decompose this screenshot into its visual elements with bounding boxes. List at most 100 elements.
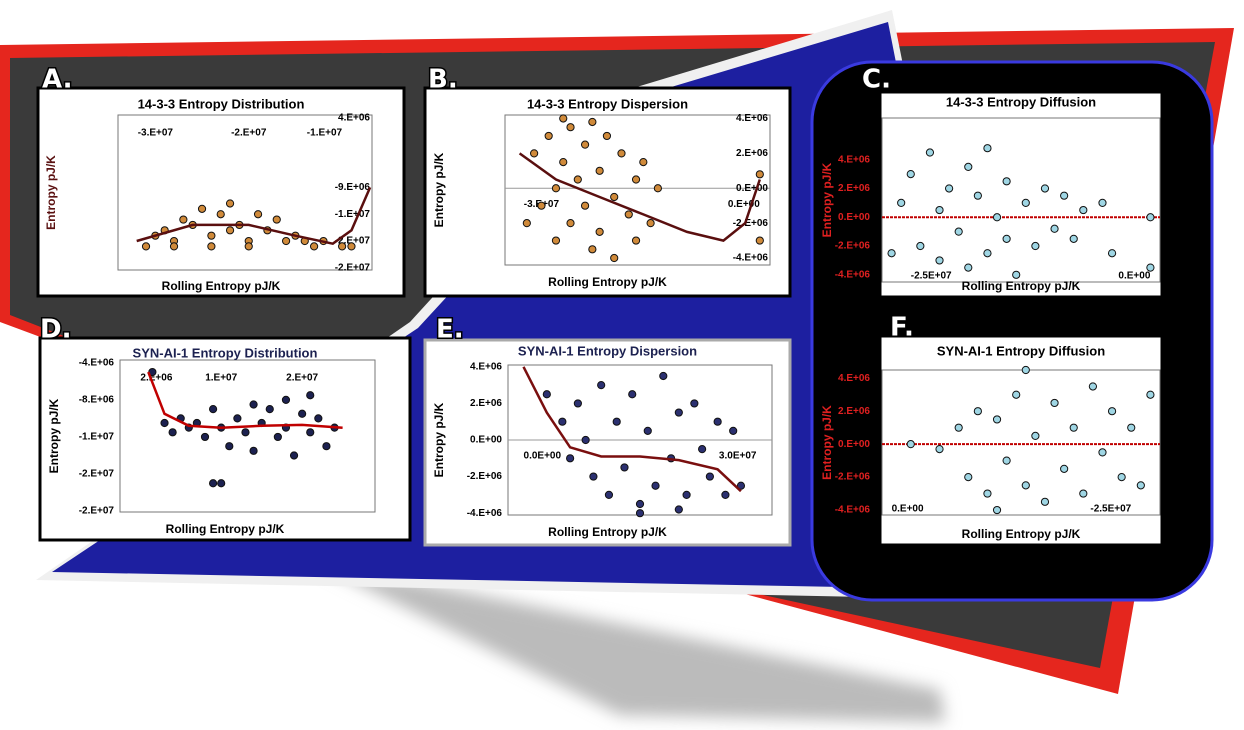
x-tick-label: -2.5E+07 — [1090, 504, 1131, 515]
y-tick-label: 0.E+00 — [838, 212, 870, 223]
point — [691, 400, 698, 407]
chart-title: 14-3-3 Entropy Diffusion — [946, 94, 1096, 109]
y-axis-label: Entropy pJ/K — [432, 402, 446, 477]
x-tick-label: 2.E+07 — [286, 373, 318, 384]
point — [543, 391, 550, 398]
point — [984, 490, 991, 497]
point — [250, 401, 257, 408]
point — [596, 167, 603, 174]
point — [552, 237, 559, 244]
point — [1051, 399, 1058, 406]
point — [169, 429, 176, 436]
point — [605, 491, 612, 498]
point — [946, 185, 953, 192]
y-tick-label: 4.E+06 — [470, 361, 502, 372]
point — [1013, 271, 1020, 278]
point — [311, 243, 318, 250]
x-tick-label: 1.E+07 — [205, 373, 237, 384]
point — [180, 216, 187, 223]
point — [574, 400, 581, 407]
point — [290, 452, 297, 459]
point — [974, 408, 981, 415]
y-tick-label: 4.E+06 — [338, 112, 370, 123]
point — [170, 243, 177, 250]
point — [730, 427, 737, 434]
point — [1118, 474, 1125, 481]
point — [1099, 199, 1106, 206]
y-tick-label: 4.E+06 — [838, 373, 870, 384]
point — [1061, 465, 1068, 472]
point — [1061, 192, 1068, 199]
point — [567, 124, 574, 131]
point — [161, 419, 168, 426]
point — [282, 396, 289, 403]
point — [315, 415, 322, 422]
point — [523, 220, 530, 227]
point — [936, 206, 943, 213]
point — [1003, 457, 1010, 464]
y-tick-label: 2.E+06 — [470, 398, 502, 409]
point — [559, 418, 566, 425]
chart-panel: B.14-3-3 Entropy DispersionRolling Entro… — [425, 65, 790, 297]
point — [307, 429, 314, 436]
panel-label: C. — [862, 65, 891, 95]
point — [756, 171, 763, 178]
point — [629, 391, 636, 398]
point — [654, 185, 661, 192]
point — [1003, 235, 1010, 242]
y-axis-label: Entropy pJ/K — [44, 155, 58, 230]
y-tick-label: -2.E+06 — [835, 241, 871, 252]
y-tick-label: -1.E+07 — [335, 209, 371, 220]
point — [567, 220, 574, 227]
point — [581, 202, 588, 209]
point — [636, 510, 643, 517]
point — [993, 416, 1000, 423]
point — [965, 474, 972, 481]
point — [226, 200, 233, 207]
y-tick-label: -2.E+07 — [335, 262, 371, 273]
point — [955, 228, 962, 235]
y-axis-label: Entropy pJ/K — [820, 405, 834, 480]
y-tick-label: -2.E+06 — [733, 218, 769, 229]
y-tick-label: -2.E+06 — [467, 471, 503, 482]
point — [644, 427, 651, 434]
y-axis-label: Entropy pJ/K — [432, 152, 446, 227]
point — [611, 254, 618, 261]
y-tick-label: -2.E+06 — [835, 472, 871, 483]
y-tick-label: -4.E+06 — [733, 253, 769, 264]
point — [1108, 408, 1115, 415]
point — [926, 149, 933, 156]
point — [1108, 250, 1115, 257]
point — [993, 214, 1000, 221]
point — [589, 118, 596, 125]
point — [596, 228, 603, 235]
y-tick-label: 0.E+00 — [470, 435, 502, 446]
panel-label: A. — [42, 65, 72, 95]
point — [201, 433, 208, 440]
y-tick-label: -8.E+06 — [79, 394, 115, 405]
point — [625, 211, 632, 218]
chart-title: SYN-AI-1 Entropy Dispersion — [518, 343, 697, 358]
point — [254, 211, 261, 218]
point — [282, 237, 289, 244]
x-axis-label: Rolling Entropy pJ/K — [162, 279, 281, 293]
point — [1099, 449, 1106, 456]
x-tick-label: 2.E+06 — [140, 373, 172, 384]
point — [1147, 214, 1154, 221]
point — [722, 491, 729, 498]
x-axis-label: Rolling Entropy pJ/K — [548, 275, 667, 289]
point — [613, 418, 620, 425]
point — [888, 250, 895, 257]
point — [714, 418, 721, 425]
point — [545, 132, 552, 139]
point — [965, 264, 972, 271]
chart-title: SYN-AI-1 Entropy Diffusion — [937, 343, 1105, 358]
y-tick-label: 0.E+00 — [838, 439, 870, 450]
x-tick-label: -2.E+07 — [231, 128, 267, 139]
point — [636, 500, 643, 507]
point — [1128, 424, 1135, 431]
chart-title: 14-3-3 Entropy Dispersion — [527, 96, 688, 111]
y-tick-label: 2.E+06 — [838, 183, 870, 194]
point — [660, 372, 667, 379]
point — [1051, 225, 1058, 232]
